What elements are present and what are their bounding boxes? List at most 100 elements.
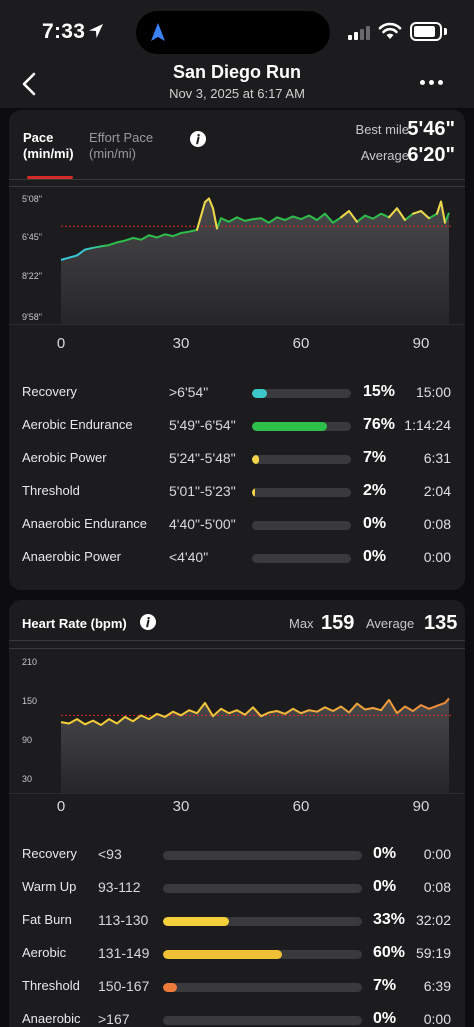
zone-bar-track	[163, 983, 362, 992]
zone-percent: 0%	[373, 845, 397, 862]
zone-range: 5'01"-5'23"	[169, 483, 236, 499]
heart-rate-card: Heart Rate (bpm) Max 159 Average 135 210…	[9, 600, 465, 1027]
zone-name: Anaerobic Power	[22, 549, 121, 564]
chart-fast-segment	[388, 207, 398, 219]
x-tick-label: 30	[173, 335, 190, 352]
zone-bar-track	[163, 1016, 362, 1025]
info-icon[interactable]	[190, 131, 206, 147]
zone-row: Fat Burn 113-130 33% 32:02	[9, 911, 465, 932]
zone-name: Anaerobic	[22, 1011, 81, 1026]
tab-effort-pace[interactable]: Effort Pace (min/mi)	[89, 130, 154, 161]
dynamic-island	[136, 11, 330, 54]
zone-percent: 0%	[373, 1010, 397, 1027]
chart-area-fill	[61, 198, 449, 324]
chart-fast-segment	[412, 210, 422, 215]
zone-bar-track	[163, 917, 362, 926]
zone-bar-track	[252, 521, 351, 530]
zone-bar-fill	[252, 488, 255, 497]
back-chevron-icon[interactable]	[16, 70, 44, 98]
pace-card: Pace (min/mi) Effort Pace (min/mi) Best …	[9, 110, 465, 590]
zone-duration: 0:08	[423, 879, 451, 895]
zone-percent: 0%	[363, 515, 387, 532]
zone-bar-fill	[252, 389, 267, 398]
heart-rate-title: Heart Rate (bpm)	[22, 616, 127, 631]
zone-name: Recovery	[22, 384, 77, 399]
zone-range: 5'24"-5'48"	[169, 450, 236, 466]
zone-name: Fat Burn	[22, 912, 72, 927]
page-title: San Diego Run	[172, 62, 301, 82]
hr-max-label: Max	[289, 616, 314, 631]
chart-fast-segment	[212, 207, 218, 230]
hr-divider	[9, 640, 465, 641]
zone-percent: 60%	[373, 944, 406, 961]
chart-series-line	[60, 697, 450, 726]
zone-duration: 59:19	[415, 945, 451, 961]
more-options-icon[interactable]	[420, 76, 444, 88]
navigation-arrow-icon	[151, 23, 165, 41]
zone-name: Aerobic	[22, 945, 67, 960]
zone-range: 131-149	[98, 945, 150, 961]
zone-name: Recovery	[22, 846, 77, 861]
zone-percent: 33%	[373, 911, 406, 928]
zone-bar-track	[163, 884, 362, 893]
tab-divider	[9, 179, 465, 180]
hr-info-icon[interactable]	[140, 614, 156, 630]
x-tick-label: 90	[413, 798, 430, 815]
zone-row: Recovery <93 0% 0:00	[9, 845, 465, 866]
zone-range: <4'40"	[169, 549, 209, 565]
active-tab-indicator	[27, 176, 73, 179]
x-tick-label: 60	[293, 798, 310, 815]
y-tick-label: 9'58"	[22, 312, 42, 322]
zone-range: >167	[98, 1011, 130, 1027]
zone-duration: 0:00	[423, 549, 451, 565]
zone-range: <93	[98, 846, 122, 862]
best-mile-value: 5'46"	[407, 118, 455, 140]
zone-range: 113-130	[98, 912, 149, 928]
zone-bar-track	[252, 554, 351, 563]
chart-fast-segment	[340, 210, 350, 219]
zone-bar-track	[252, 455, 351, 464]
x-tick-label: 60	[293, 335, 310, 352]
zone-percent: 76%	[363, 416, 396, 433]
chart-fast-segment	[440, 200, 446, 224]
zone-bar-fill	[163, 950, 283, 959]
zone-row: Aerobic 131-149 60% 59:19	[9, 944, 465, 965]
battery-icon	[410, 22, 442, 41]
zone-bar-track	[252, 422, 351, 431]
chart-fast-segment	[396, 207, 406, 221]
chart-fast-segment	[348, 210, 358, 223]
zone-range: 93-112	[98, 879, 141, 895]
y-tick-label: 5'08"	[22, 194, 42, 204]
zone-row: Anaerobic Power <4'40" 0% 0:00	[9, 548, 465, 569]
zone-row: Threshold 150-167 7% 6:39	[9, 977, 465, 998]
zone-duration: 0:08	[423, 516, 451, 532]
zone-duration: 0:00	[423, 846, 451, 862]
zone-bar-fill	[252, 455, 259, 464]
x-tick-label: 90	[413, 335, 430, 352]
zone-percent: 7%	[363, 449, 387, 466]
x-tick-label: 0	[57, 335, 65, 352]
zone-row: Warm Up 93-112 0% 0:08	[9, 878, 465, 899]
status-bar: 7:33	[0, 0, 474, 62]
zone-name: Aerobic Endurance	[22, 417, 133, 432]
heart-rate-chart: 210 150 90 30 0 30 60 90	[9, 648, 465, 815]
zone-row: Recovery >6'54" 15% 15:00	[9, 383, 465, 404]
zone-row: Aerobic Endurance 5'49"-6'54" 76% 1:14:24	[9, 416, 465, 437]
y-tick-label: 150	[22, 696, 37, 706]
y-tick-label: 8'22"	[22, 271, 42, 281]
y-tick-label: 30	[22, 774, 32, 784]
zone-duration: 2:04	[423, 483, 451, 499]
nav-header: San Diego Run Nov 3, 2025 at 6:17 AM	[0, 62, 474, 108]
zone-bar-fill	[252, 422, 328, 431]
pace-chart: 5'08" 6'45" 8'22" 9'58" 0 30 60 90	[9, 186, 465, 352]
y-tick-label: 210	[22, 657, 37, 667]
chart-fast-segment	[436, 200, 442, 215]
zone-percent: 2%	[363, 482, 387, 499]
zone-duration: 6:39	[423, 978, 451, 994]
chart-fast-segment	[420, 210, 430, 220]
zone-range: >6'54"	[169, 384, 209, 400]
tab-pace[interactable]: Pace (min/mi)	[23, 130, 74, 161]
zone-name: Warm Up	[22, 879, 77, 894]
zone-range: 150-167	[98, 978, 150, 994]
y-tick-label: 6'45"	[22, 232, 42, 242]
